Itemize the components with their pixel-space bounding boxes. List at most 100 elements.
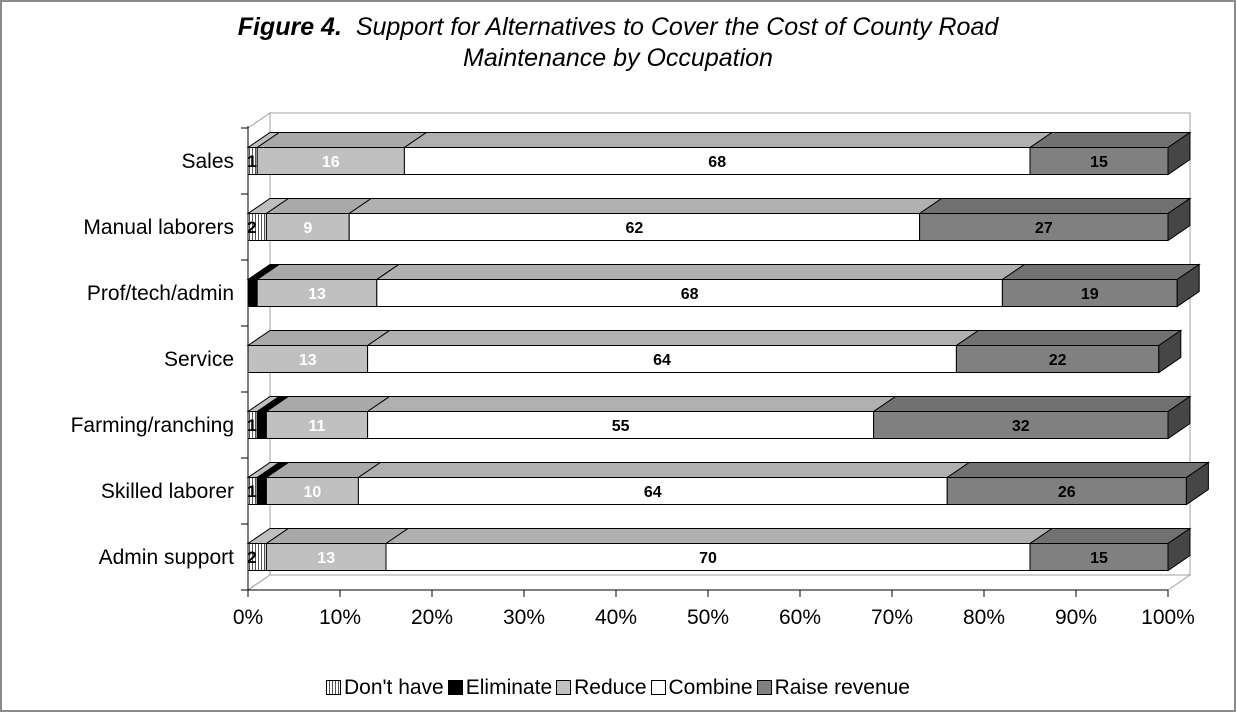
category-label: Admin support bbox=[99, 546, 235, 569]
x-tick-label: 30% bbox=[503, 606, 545, 629]
bar-segment bbox=[1029, 543, 1169, 571]
data-label: 1 bbox=[247, 482, 256, 501]
legend: Don't have Eliminate Reduce Combine Raise re… bbox=[0, 676, 1236, 700]
data-label: 15 bbox=[1090, 154, 1108, 171]
bar-end-face bbox=[1185, 461, 1209, 506]
bar-end-face bbox=[1167, 527, 1191, 572]
legend-item: Don't have bbox=[326, 676, 444, 700]
figure-number: Figure 4. bbox=[237, 13, 342, 41]
chart-title: Figure 4. Support for Alternatives to Co… bbox=[0, 12, 1236, 74]
data-label: 27 bbox=[1035, 220, 1053, 237]
bar-end-face bbox=[1167, 197, 1191, 242]
bar-top-face bbox=[356, 462, 971, 478]
data-label: 62 bbox=[626, 220, 644, 237]
legend-label: Don't have bbox=[344, 676, 444, 700]
bar-top-face bbox=[365, 330, 981, 346]
bar-top-face bbox=[1028, 528, 1192, 544]
bar-top-face bbox=[375, 264, 1027, 280]
category-label: Prof/tech/admin bbox=[87, 282, 234, 305]
legend-label: Reduce bbox=[574, 676, 647, 700]
bar-top-face bbox=[384, 528, 1054, 544]
data-label: 1 bbox=[256, 482, 265, 501]
data-label: 64 bbox=[644, 484, 662, 501]
legend-label: Combine bbox=[668, 676, 753, 700]
legend-swatch bbox=[756, 680, 772, 696]
legend-swatch bbox=[447, 680, 463, 696]
legend-swatch bbox=[650, 680, 666, 696]
legend-item: Reduce bbox=[556, 676, 647, 700]
legend-swatch bbox=[326, 680, 341, 696]
bar-end-face bbox=[1176, 263, 1200, 308]
data-label: 19 bbox=[1081, 286, 1099, 303]
data-label: 13 bbox=[308, 286, 326, 303]
x-tick-label: 60% bbox=[779, 606, 821, 629]
category-label: Skilled laborer bbox=[101, 480, 234, 503]
plot-floor bbox=[246, 574, 1192, 591]
data-label: 64 bbox=[653, 352, 671, 369]
bar-end-face bbox=[1158, 329, 1182, 374]
bar-end-face bbox=[1167, 131, 1191, 176]
bar-top-face bbox=[871, 396, 1192, 412]
data-label: 1 bbox=[247, 416, 256, 435]
bar-top-face bbox=[264, 528, 410, 544]
x-tick-label: 0% bbox=[233, 606, 263, 629]
category-label: Service bbox=[164, 348, 234, 371]
x-tick-label: 50% bbox=[687, 606, 729, 629]
legend-label: Raise revenue bbox=[774, 676, 910, 700]
category-label: Manual laborers bbox=[83, 216, 234, 239]
bar-segment bbox=[367, 345, 957, 373]
bar-segment bbox=[1029, 147, 1169, 175]
data-label: 1 bbox=[247, 152, 256, 171]
title-line-1: Support for Alternatives to Cover the Co… bbox=[355, 13, 999, 41]
category-label: Sales bbox=[181, 150, 234, 173]
bar-segment bbox=[256, 147, 405, 175]
x-tick-label: 20% bbox=[411, 606, 453, 629]
bar-top-face bbox=[1000, 264, 1201, 280]
x-tick-label: 70% bbox=[871, 606, 913, 629]
bar-top-face bbox=[954, 330, 1183, 346]
bar-top-face bbox=[945, 462, 1211, 478]
legend-swatch bbox=[556, 680, 572, 696]
data-label: 10 bbox=[304, 484, 322, 501]
data-label: 1 bbox=[247, 284, 256, 303]
bar-segment bbox=[265, 411, 369, 439]
bar-segment bbox=[265, 213, 350, 241]
data-label: 55 bbox=[612, 418, 630, 435]
data-label: 13 bbox=[299, 352, 317, 369]
data-label: 2 bbox=[247, 548, 256, 567]
data-label: 13 bbox=[317, 550, 335, 567]
bar-top-face bbox=[1028, 132, 1192, 148]
title-line-2: Maintenance by Occupation bbox=[463, 44, 773, 72]
bar-segment bbox=[376, 279, 1003, 307]
data-label: 68 bbox=[681, 286, 699, 303]
bar-segment bbox=[946, 477, 1187, 505]
data-label: 70 bbox=[699, 550, 717, 567]
x-tick-label: 10% bbox=[319, 606, 361, 629]
bar-top-face bbox=[255, 264, 401, 280]
data-label: 32 bbox=[1012, 418, 1030, 435]
legend-item: Eliminate bbox=[447, 676, 553, 700]
x-tick-label: 100% bbox=[1141, 606, 1195, 629]
legend-item: Raise revenue bbox=[756, 676, 910, 700]
data-label: 68 bbox=[708, 154, 726, 171]
data-label: 26 bbox=[1058, 484, 1076, 501]
bar-segment bbox=[873, 411, 1169, 439]
bar-end-face bbox=[1167, 395, 1191, 440]
bar-top-face bbox=[917, 198, 1192, 214]
bar-segment bbox=[265, 543, 387, 571]
x-tick-label: 90% bbox=[1055, 606, 1097, 629]
category-label: Farming/ranching bbox=[71, 414, 234, 437]
bar-segment bbox=[357, 477, 948, 505]
bar-segment bbox=[367, 411, 875, 439]
data-label: 11 bbox=[309, 418, 326, 435]
x-tick-label: 80% bbox=[963, 606, 1005, 629]
bar-top-face bbox=[255, 132, 429, 148]
data-label: 22 bbox=[1049, 352, 1067, 369]
bar-top-face bbox=[402, 132, 1054, 148]
data-label: 2 bbox=[247, 218, 256, 237]
bar-top-face bbox=[365, 396, 898, 412]
legend-item: Combine bbox=[650, 676, 753, 700]
data-label: 9 bbox=[303, 220, 312, 237]
legend-label: Eliminate bbox=[465, 676, 553, 700]
